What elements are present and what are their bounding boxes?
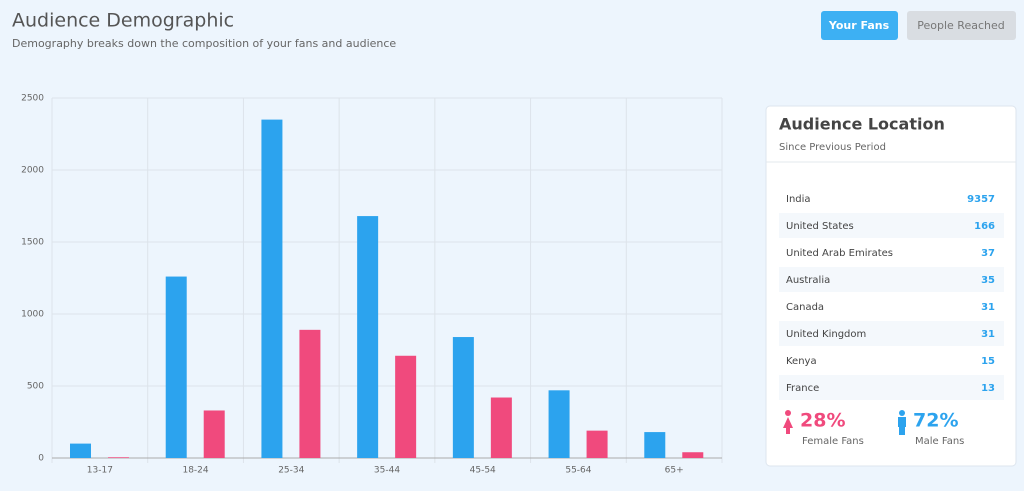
y-tick-label: 1000 [21,310,44,320]
country: Kenya [786,356,817,367]
count: 15 [981,356,995,367]
bar [395,355,417,458]
x-tick-label: 25-34 [278,466,304,476]
table-row [779,348,1004,373]
y-tick-label: 1500 [21,238,44,248]
x-tick-label: 65+ [665,466,684,476]
bar [490,397,512,458]
count: 9357 [967,194,995,205]
bar [203,410,225,458]
people-reached-button[interactable] [907,11,1016,40]
country: India [786,194,811,205]
x-tick-label: 18-24 [182,466,208,476]
count: 13 [981,383,995,394]
title: Audience Demographic [12,10,234,32]
table-row [779,321,1004,346]
bar [644,432,666,458]
bar [586,430,608,458]
bar [357,216,379,458]
bar [108,457,129,458]
country: Canada [786,302,824,313]
country: United Kingdom [786,329,866,340]
subtitle: Demography breaks down the composition o… [12,37,396,50]
table-row [779,375,1004,400]
table-row [779,240,1004,265]
y-tick-label: 0 [38,454,44,464]
table-row [779,267,1004,292]
male-percent: 72% [913,410,958,432]
male-icon [898,410,906,435]
button-label[interactable]: People Reached [917,19,1004,32]
bar [682,452,704,458]
count: 35 [981,275,995,286]
bar [165,276,187,458]
bar [70,443,91,458]
female-icon [783,410,793,434]
table-row [779,186,1004,211]
count: 31 [981,329,995,340]
x-tick-label: 13-17 [87,466,113,476]
bar [261,119,283,458]
button-label[interactable]: Your Fans [828,19,890,32]
location-table: India 9357 United States 166 United Arab Emi… [779,186,1004,400]
country: United States [786,221,854,232]
count: 31 [981,302,995,313]
table-row [779,213,1004,238]
bar [299,329,321,458]
x-tick-label: 55-64 [565,466,591,476]
chart: 0 500 1000 1500 2000 2500 13-17 18-24 25-34 35-44… [21,94,723,476]
y-tick-label: 2000 [21,166,44,176]
country: France [786,383,819,394]
female-label: Female Fans [802,436,864,447]
x-tick-label: 45-54 [470,466,496,476]
location-title: Audience Location [779,115,945,134]
your-fans-button[interactable] [821,11,898,40]
country: Australia [786,275,830,286]
y-tick-label: 2500 [21,94,44,104]
location-subtitle: Since Previous Period [779,142,886,153]
female-percent: 28% [800,410,845,432]
y-tick-label: 500 [27,382,44,392]
count: 37 [981,248,995,259]
male-label: Male Fans [915,436,964,447]
country: United Arab Emirates [786,248,893,259]
table-row [779,294,1004,319]
x-tick-label: 35-44 [374,466,400,476]
count: 166 [974,221,995,232]
bar [548,390,570,458]
bar [452,337,474,458]
